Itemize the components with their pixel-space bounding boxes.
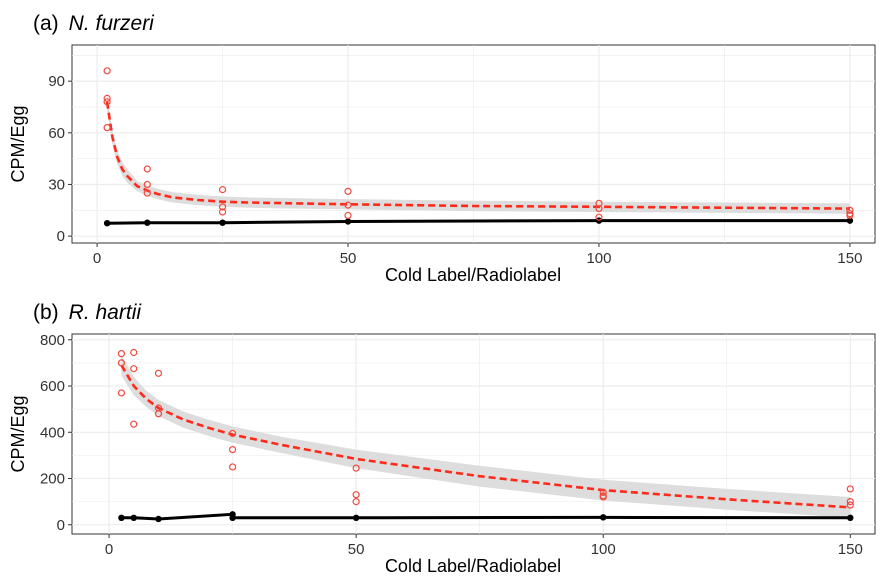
control-point (229, 514, 236, 522)
observed-point (229, 446, 237, 454)
y-tick-label: 0 (57, 228, 65, 245)
observed-point (154, 410, 163, 418)
panel-b-series (117, 348, 854, 523)
panel-a-y-axis-label: CPM/Egg (8, 105, 28, 182)
y-tick-label: 90 (48, 73, 65, 90)
observed-point (846, 501, 854, 509)
observed-point (154, 369, 163, 377)
observed-point (143, 180, 151, 189)
x-tick-label: 100 (591, 541, 616, 558)
observed-point (344, 201, 352, 209)
fit-line (105, 101, 850, 210)
observed-point (846, 485, 854, 493)
panel-b: (b) R. hartii 0 50 100 150 0 200 400 600 800 Cold… (8, 301, 876, 576)
control-point (847, 514, 854, 522)
y-tick-label: 30 (48, 176, 65, 193)
observed-point (595, 199, 603, 207)
control-point (144, 219, 151, 226)
confidence-band (107, 93, 850, 214)
panel-b-label: (b) (33, 301, 59, 324)
panel-a-ticks: 0 50 100 150 0 30 60 90 (48, 73, 862, 267)
observed-point (352, 491, 360, 499)
x-tick-label: 150 (837, 250, 862, 267)
control-point (118, 514, 125, 522)
control-point (846, 217, 854, 224)
x-tick-label: 100 (586, 250, 611, 267)
observed-point (218, 186, 227, 194)
observed-point (229, 429, 237, 438)
observed-point (344, 211, 352, 220)
observed-point (352, 498, 360, 506)
observed-point (595, 213, 603, 221)
panel-b-x-axis-label: Cold Label/Radiolabel (385, 556, 561, 576)
panel-a-species: N. furzeri (69, 12, 156, 35)
observed-point (117, 389, 126, 397)
observed-point (143, 189, 151, 197)
y-tick-label: 800 (40, 332, 65, 349)
panel-a: (a) N. furzeri 0 50 100 150 0 30 60 90 Cold Labe… (8, 12, 876, 285)
observed-point (103, 94, 111, 102)
control-point (155, 515, 162, 523)
x-tick-label: 0 (105, 541, 113, 558)
observed-point (130, 365, 138, 373)
observed-point (352, 464, 360, 472)
x-tick-label: 150 (838, 541, 863, 558)
panel-a-label: (a) (33, 12, 59, 35)
panel-a-title: (a) N. furzeri (33, 12, 155, 35)
control-point (130, 514, 137, 522)
observed-point (229, 463, 237, 471)
observed-point (344, 187, 352, 195)
observed-point (103, 124, 111, 132)
observed-point (599, 493, 607, 501)
y-tick-label: 400 (40, 424, 65, 441)
fit-line (120, 364, 851, 509)
x-tick-label: 50 (348, 541, 365, 558)
panel-b-ticks: 0 50 100 150 0 200 400 600 800 (40, 332, 863, 558)
observed-point (846, 206, 854, 214)
control-point (219, 219, 226, 226)
observed-point (117, 359, 126, 367)
observed-point (599, 488, 607, 496)
y-tick-label: 600 (40, 378, 65, 395)
observed-point (143, 165, 151, 173)
observed-point (218, 208, 227, 216)
x-tick-label: 0 (93, 250, 101, 267)
observed-point (103, 67, 111, 75)
observed-point (846, 211, 854, 220)
observed-point (103, 98, 111, 106)
panel-a-x-axis-label: Cold Label/Radiolabel (385, 265, 561, 285)
control-line (107, 219, 850, 225)
panel-b-species: R. hartii (69, 301, 143, 324)
control-point (352, 514, 360, 522)
observed-point (595, 204, 603, 213)
observed-point (846, 498, 854, 506)
panel-b-y-axis-label: CPM/Egg (8, 395, 28, 472)
y-tick-label: 200 (40, 471, 65, 488)
control-point (103, 220, 111, 227)
observed-point (117, 350, 126, 358)
panel-b-title: (b) R. hartii (33, 301, 142, 324)
panel-a-series (103, 67, 854, 227)
control-point (600, 514, 607, 521)
control-point (344, 218, 352, 225)
x-tick-label: 50 (340, 250, 357, 267)
y-tick-label: 60 (48, 125, 65, 142)
y-tick-label: 0 (57, 517, 65, 534)
observed-point (130, 348, 138, 357)
observed-point (218, 203, 227, 211)
observed-point (130, 420, 138, 428)
